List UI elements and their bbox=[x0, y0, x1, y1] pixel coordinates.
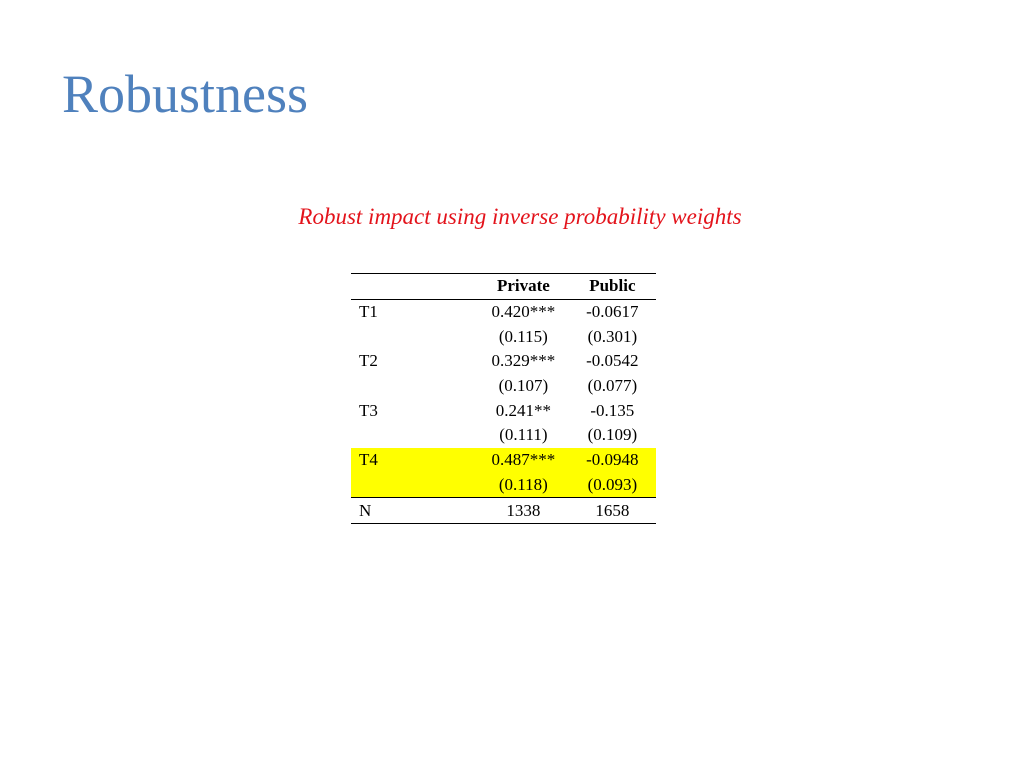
cell-t2-public: -0.0542 bbox=[586, 351, 639, 371]
regression-table: Private Public T1 0.420*** -0.0617 (0.11… bbox=[351, 273, 656, 524]
cell-t2-public-se: (0.077) bbox=[587, 376, 638, 396]
cell-n-public: 1658 bbox=[568, 497, 656, 524]
table-row-t4: T4 0.487*** -0.0948 bbox=[351, 447, 656, 473]
slide-title: Robustness bbox=[62, 64, 309, 124]
cell-t4-public: -0.0948 bbox=[568, 447, 656, 473]
row-label-t1: T1 bbox=[359, 302, 378, 322]
row-label-empty bbox=[351, 324, 478, 349]
cell-t3-public-se: (0.109) bbox=[587, 425, 638, 445]
cell-t1-public: -0.0617 bbox=[586, 302, 639, 322]
cell-t3-private: 0.241** bbox=[495, 400, 551, 420]
table-row-t3: T3 0.241** -0.135 bbox=[351, 398, 656, 423]
row-label-t3: T3 bbox=[359, 400, 378, 420]
cell-t1-private: 0.420*** bbox=[491, 302, 556, 322]
cell-t4-private: 0.487*** bbox=[478, 447, 569, 473]
table-header-row: Private Public bbox=[351, 273, 656, 300]
table-row-t1: T1 0.420*** -0.0617 bbox=[351, 299, 656, 324]
table-row-t1-se: (0.115) (0.301) bbox=[351, 324, 656, 349]
header-public: Public bbox=[568, 273, 656, 300]
header-private: Private bbox=[478, 273, 569, 300]
cell-t4-private-se: (0.118) bbox=[478, 472, 569, 498]
cell-n-private: 1338 bbox=[478, 497, 569, 524]
table-row-n: N 1338 1658 bbox=[351, 497, 656, 524]
row-label-t2: T2 bbox=[359, 351, 378, 371]
cell-t1-private-se: (0.115) bbox=[498, 326, 548, 346]
row-label-n: N bbox=[351, 497, 479, 524]
cell-t3-public: -0.135 bbox=[590, 400, 635, 420]
table-row-t2: T2 0.329*** -0.0542 bbox=[351, 349, 656, 374]
table-row-t3-se: (0.111) (0.109) bbox=[351, 423, 656, 448]
cell-t4-public-se: (0.093) bbox=[568, 472, 656, 498]
header-label bbox=[351, 273, 479, 300]
row-label-t4: T4 bbox=[351, 447, 479, 473]
cell-t3-private-se: (0.111) bbox=[499, 425, 548, 445]
row-label-empty bbox=[351, 374, 478, 399]
cell-t2-private: 0.329*** bbox=[491, 351, 556, 371]
table-row-t4-se: (0.118) (0.093) bbox=[351, 472, 656, 498]
cell-t2-private-se: (0.107) bbox=[498, 376, 549, 396]
row-label-empty bbox=[351, 423, 478, 448]
row-label-empty bbox=[351, 472, 479, 498]
table-row-t2-se: (0.107) (0.077) bbox=[351, 374, 656, 399]
cell-t1-public-se: (0.301) bbox=[587, 326, 638, 346]
table-caption: Robust impact using inverse probability … bbox=[298, 204, 742, 229]
